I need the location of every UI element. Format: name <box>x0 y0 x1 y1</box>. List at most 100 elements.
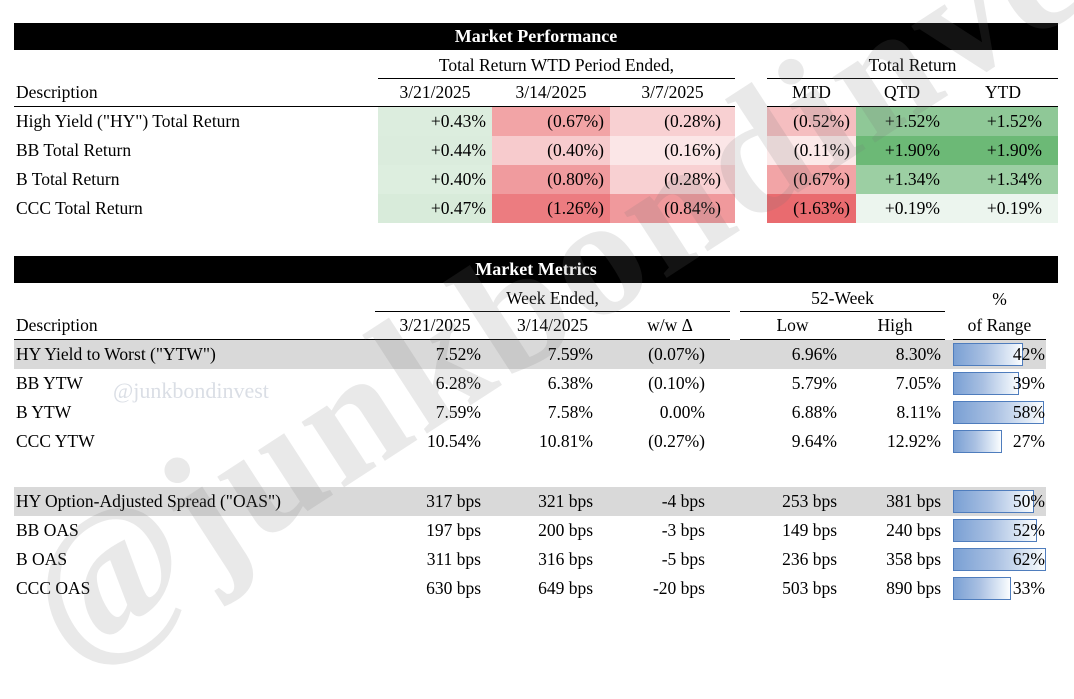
column-header-low: Low <box>740 312 845 340</box>
value-cell: (0.10%) <box>648 373 705 393</box>
value-cell: 197 bps <box>426 520 481 540</box>
metrics-grid: Week Ended, 52-Week % Description 3/21/2… <box>14 283 1058 603</box>
group-header-52-week: 52-Week <box>740 283 945 312</box>
value-cell: 0.00% <box>659 402 705 422</box>
value-cell: 149 bps <box>782 520 837 540</box>
value-cell: +0.40% <box>378 165 492 194</box>
group-header-wtd: Total Return WTD Period Ended, <box>378 50 735 79</box>
column-header-of-range: of Range <box>953 312 1046 340</box>
value-cell: 6.38% <box>547 373 593 393</box>
value-cell: 6.96% <box>740 340 845 369</box>
range-bar <box>953 519 1037 542</box>
column-gap <box>945 427 953 456</box>
value-cell: (0.28%) <box>610 107 735 136</box>
value-cell: 7.59% <box>495 340 610 369</box>
column-header-qtd: QTD <box>856 79 948 107</box>
range-cell: 39% <box>953 369 1046 398</box>
market-metrics-table: Market Metrics Week Ended, 52-Week % Des… <box>14 256 1058 603</box>
spacer-row <box>14 456 1046 487</box>
column-header-description: Description <box>14 79 378 107</box>
value-cell: (1.63%) <box>767 194 856 223</box>
column-gap <box>730 545 740 574</box>
row-label: B OAS <box>16 549 68 569</box>
column-header-high: High <box>845 312 945 340</box>
row-label: BB YTW <box>16 373 83 393</box>
row-label: HY Yield to Worst ("YTW") <box>14 340 375 369</box>
range-value: 33% <box>1012 578 1045 598</box>
market-performance-title-bar: Market Performance <box>14 23 1058 50</box>
value-cell: (0.52%) <box>767 107 856 136</box>
value-cell: 317 bps <box>375 487 495 516</box>
value-cell: (0.07%) <box>610 340 730 369</box>
value-cell: 6.88% <box>791 402 837 422</box>
value-cell: +1.34% <box>856 165 948 194</box>
column-gap <box>945 369 953 398</box>
column-header-description: Description <box>14 312 375 340</box>
column-gap <box>945 398 953 427</box>
range-bar <box>953 430 1003 453</box>
value-cell: (0.67%) <box>492 107 610 136</box>
range-cell: 33% <box>953 574 1046 603</box>
market-metrics-title-bar: Market Metrics <box>14 256 1058 283</box>
range-value: 39% <box>1012 373 1045 393</box>
value-cell: (0.27%) <box>648 431 705 451</box>
value-cell: 381 bps <box>845 487 945 516</box>
group-header-percent: % <box>992 289 1007 309</box>
value-cell: +0.47% <box>378 194 492 223</box>
value-cell: 6.28% <box>435 373 481 393</box>
value-cell: (0.80%) <box>492 165 610 194</box>
range-value: 27% <box>1012 431 1045 451</box>
market-performance-table: Market Performance Total Return WTD Peri… <box>14 23 1058 223</box>
value-cell: (0.16%) <box>610 136 735 165</box>
row-label: HY Option-Adjusted Spread ("OAS") <box>14 487 375 516</box>
column-gap <box>730 398 740 427</box>
value-cell: +1.52% <box>856 107 948 136</box>
value-cell: (1.26%) <box>492 194 610 223</box>
column-gap <box>945 545 953 574</box>
value-cell: 7.58% <box>547 402 593 422</box>
value-cell: (0.84%) <box>610 194 735 223</box>
value-cell: (0.11%) <box>767 136 856 165</box>
column-gap <box>730 369 740 398</box>
column-header-ytd: YTD <box>948 79 1058 107</box>
group-header-week-ended: Week Ended, <box>375 283 730 312</box>
value-cell: (0.40%) <box>492 136 610 165</box>
column-gap <box>945 283 953 312</box>
value-cell: 236 bps <box>782 549 837 569</box>
value-cell: 316 bps <box>538 549 593 569</box>
column-gap <box>735 165 767 194</box>
range-bar <box>953 372 1020 395</box>
range-bar <box>953 401 1045 424</box>
row-label: BB OAS <box>16 520 79 540</box>
value-cell: 5.79% <box>791 373 837 393</box>
value-cell: 7.05% <box>895 373 941 393</box>
column-gap <box>735 107 767 136</box>
range-cell: 27% <box>953 427 1046 456</box>
range-cell: 58% <box>953 398 1046 427</box>
column-header-date: 3/14/2025 <box>495 312 610 340</box>
value-cell: 311 bps <box>426 549 481 569</box>
range-cell: 42% <box>953 340 1046 369</box>
value-cell: +1.34% <box>948 165 1058 194</box>
range-value: 62% <box>1012 549 1045 569</box>
range-cell: 50% <box>953 487 1046 516</box>
value-cell: -5 bps <box>661 549 705 569</box>
row-label: CCC Total Return <box>16 198 143 218</box>
value-cell: 358 bps <box>886 549 941 569</box>
column-gap <box>730 427 740 456</box>
range-bar <box>953 548 1046 571</box>
value-cell: 10.81% <box>539 431 593 451</box>
row-label: CCC YTW <box>16 431 95 451</box>
column-header-mtd: MTD <box>767 79 856 107</box>
value-cell: +0.19% <box>948 194 1058 223</box>
column-gap <box>730 574 740 603</box>
column-gap <box>945 574 953 603</box>
value-cell: 503 bps <box>782 578 837 598</box>
group-header-empty <box>14 283 375 312</box>
range-cell: 62% <box>953 545 1046 574</box>
value-cell: 890 bps <box>886 578 941 598</box>
value-cell: 630 bps <box>426 578 481 598</box>
column-header-date: 3/7/2025 <box>610 79 735 107</box>
value-cell: +0.19% <box>856 194 948 223</box>
column-header-wow-delta: w/w Δ <box>610 312 730 340</box>
